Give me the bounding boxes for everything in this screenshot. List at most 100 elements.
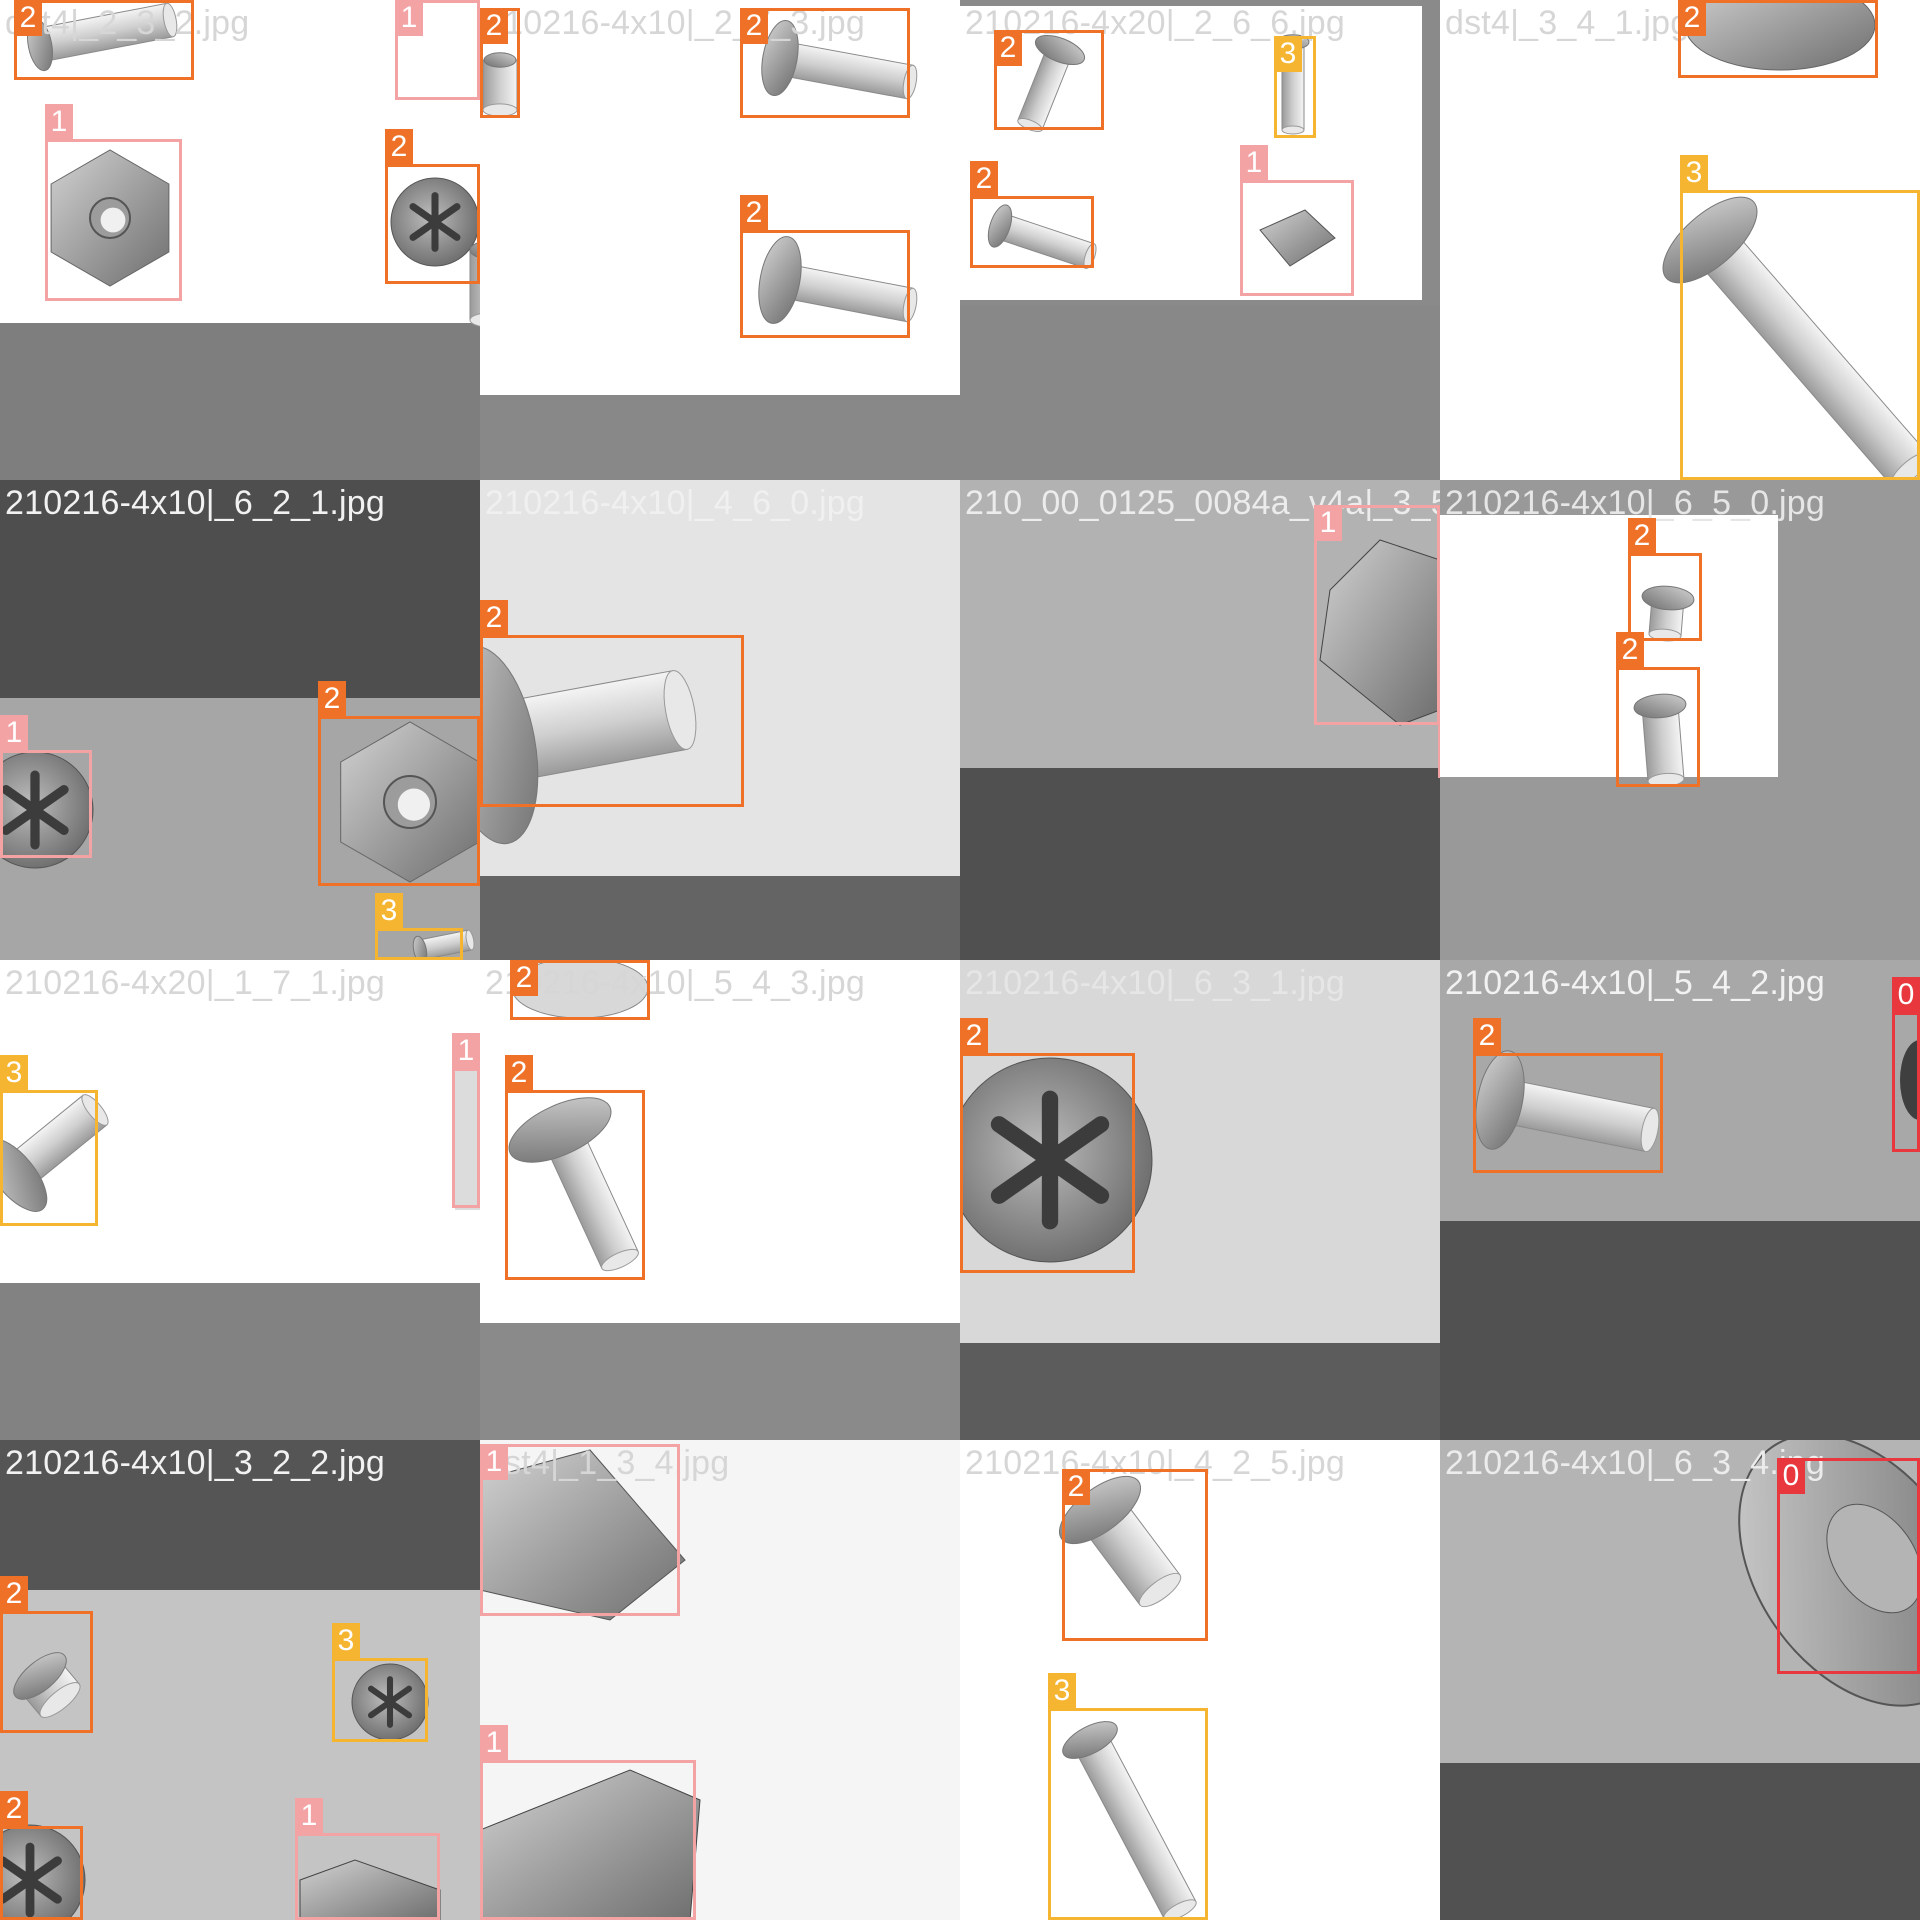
bounding-box: 2 bbox=[740, 8, 910, 118]
class-label: 2 bbox=[0, 1576, 28, 1612]
mosaic-tile: 210216-4x10|_6_3_1.jpg 2 bbox=[960, 960, 1440, 1440]
bounding-box: 1 bbox=[452, 1033, 480, 1208]
tile-background bbox=[0, 1283, 480, 1440]
bounding-box: 1 bbox=[1240, 145, 1354, 296]
mosaic-tile: 210216-4x20|_1_7_1.jpg 3 1 bbox=[0, 960, 480, 1440]
mosaic-tile: 210216-4x10|_6_5_0.jpg 2 2 bbox=[1440, 480, 1920, 960]
class-label: 3 bbox=[0, 1055, 28, 1091]
bounding-box: 2 bbox=[960, 1018, 1135, 1273]
tile-background bbox=[480, 480, 960, 876]
hardware-render bbox=[480, 645, 697, 845]
class-label: 2 bbox=[318, 681, 346, 717]
hardware-render bbox=[960, 1057, 1153, 1263]
hardware-render bbox=[482, 20, 918, 324]
mosaic-tile: dst4|_2_3_2.jpg212212 bbox=[0, 0, 480, 480]
bounding-box: 1 bbox=[45, 104, 182, 301]
bounding-box: 2 bbox=[480, 8, 520, 118]
bounding-box: 3 bbox=[0, 1055, 98, 1226]
class-label: 1 bbox=[452, 1033, 480, 1069]
bounding-box: 2 bbox=[1678, 0, 1878, 78]
tile-filename: 210216-4x20|_2_6_6.jpg bbox=[965, 4, 1346, 42]
class-label: 0 bbox=[1777, 1458, 1805, 1494]
bounding-box: 3 bbox=[375, 893, 463, 960]
class-label: 1 bbox=[395, 0, 423, 36]
class-label: 2 bbox=[740, 195, 768, 231]
class-label: 2 bbox=[994, 30, 1022, 66]
tile-background bbox=[0, 323, 480, 480]
class-label: 2 bbox=[510, 960, 538, 996]
class-label: 3 bbox=[1680, 155, 1708, 191]
bounding-box: 3 bbox=[1274, 36, 1316, 138]
bounding-box: 2 bbox=[480, 600, 744, 807]
mosaic-tile: 210216-4x10|_3_2_2.jpg 2 3 2 1 bbox=[0, 1440, 480, 1920]
bounding-box: 2 bbox=[1473, 1018, 1663, 1173]
tile-background bbox=[0, 1440, 480, 1590]
bounding-box: 2 bbox=[1628, 518, 1702, 641]
tile-filename: dst4|_2_3_2.jpg bbox=[5, 4, 250, 42]
tile-filename: 210216-4x10|_2_7_3.jpg bbox=[485, 4, 866, 42]
mosaic-tile: 210216-4x10|_4_6_0.jpg 2 bbox=[480, 480, 960, 960]
mosaic-tile: 210216-4x10|_5_4_2.jpg 2 0 bbox=[1440, 960, 1920, 1440]
class-label: 1 bbox=[45, 104, 73, 140]
class-label: 3 bbox=[1048, 1673, 1076, 1709]
class-label: 2 bbox=[1628, 518, 1656, 554]
class-label: 1 bbox=[1438, 603, 1440, 639]
tile-filename: 210216-4x10|_5_4_3.jpg bbox=[485, 964, 866, 1002]
mosaic-tile: 210216-4x10|_4_2_5.jpg 2 3 bbox=[960, 1440, 1440, 1920]
class-label: 1 bbox=[1240, 145, 1268, 181]
bounding-box: 2 bbox=[510, 960, 650, 1020]
tile-background bbox=[1440, 1763, 1920, 1920]
class-label: 2 bbox=[0, 1791, 28, 1827]
tile-background bbox=[960, 1343, 1440, 1440]
bounding-box: 2 bbox=[0, 1791, 83, 1920]
tile-filename: 210216-4x10|_6_3_4.jpg bbox=[1445, 1444, 1826, 1482]
class-label: 2 bbox=[960, 1018, 988, 1054]
hardware-render bbox=[1662, 0, 1920, 480]
hardware-render bbox=[1319, 539, 1440, 726]
bounding-box: 2 bbox=[318, 681, 480, 886]
class-label: 1 bbox=[480, 1725, 508, 1761]
class-label: 2 bbox=[970, 161, 998, 197]
class-label: 2 bbox=[480, 600, 508, 636]
tile-filename: 210216-4x10|_4_6_0.jpg bbox=[485, 484, 866, 522]
bounding-box: 2 bbox=[1616, 632, 1700, 787]
hardware-render bbox=[508, 960, 649, 1272]
tile-background bbox=[480, 1323, 960, 1440]
tile-filename: dst4|_3_4_1.jpg bbox=[1445, 4, 1690, 42]
bounding-box: 2 bbox=[994, 30, 1104, 130]
tile-filename: 210216-4x20|_1_7_1.jpg bbox=[5, 964, 386, 1002]
tile-filename: 210216-4x10|_6_5_0.jpg bbox=[1445, 484, 1826, 522]
bounding-box: 1 bbox=[1314, 505, 1440, 725]
bounding-box: 2 bbox=[0, 1576, 93, 1733]
tile-background bbox=[1440, 1221, 1920, 1440]
hardware-render bbox=[0, 721, 480, 960]
tile-background bbox=[480, 395, 960, 480]
class-label: 1 bbox=[1314, 505, 1342, 541]
bounding-box: 1 bbox=[295, 1798, 440, 1920]
tile-filename: 210216-4x10|_3_2_2.jpg bbox=[5, 1444, 386, 1482]
tile-filename: 210_00_0125_0084a_v4a|_3_5_2.jpg bbox=[965, 484, 1440, 522]
bounding-box: 2 bbox=[740, 195, 910, 338]
tile-filename: 210216-4x10|_6_2_1.jpg bbox=[5, 484, 386, 522]
bounding-box: 2 bbox=[1062, 1469, 1208, 1641]
scene-panel bbox=[1440, 515, 1778, 777]
class-label: 1 bbox=[0, 715, 28, 751]
class-label: 2 bbox=[480, 8, 508, 44]
tile-background bbox=[480, 876, 960, 960]
bounding-box: 1 bbox=[1438, 603, 1440, 778]
bounding-box: 2 bbox=[505, 1055, 645, 1280]
tile-background bbox=[960, 768, 1440, 960]
bounding-box: 1 bbox=[480, 1725, 696, 1920]
bounding-box: 1 bbox=[0, 715, 92, 858]
class-label: 2 bbox=[505, 1055, 533, 1091]
hardware-render bbox=[27, 2, 480, 328]
class-label: 2 bbox=[1678, 0, 1706, 36]
mosaic-tile: 210216-4x20|_2_6_6.jpg 2 3 2 1 bbox=[960, 0, 1440, 480]
class-label: 2 bbox=[740, 8, 768, 44]
bounding-box: 3 bbox=[332, 1623, 428, 1742]
hardware-render bbox=[1475, 1040, 1920, 1153]
mosaic-tile: 210216-4x10|_2_7_3.jpg 2 2 2 bbox=[480, 0, 960, 480]
mosaic-tile: 210216-4x10|_6_3_4.jpg 0 bbox=[1440, 1440, 1920, 1920]
